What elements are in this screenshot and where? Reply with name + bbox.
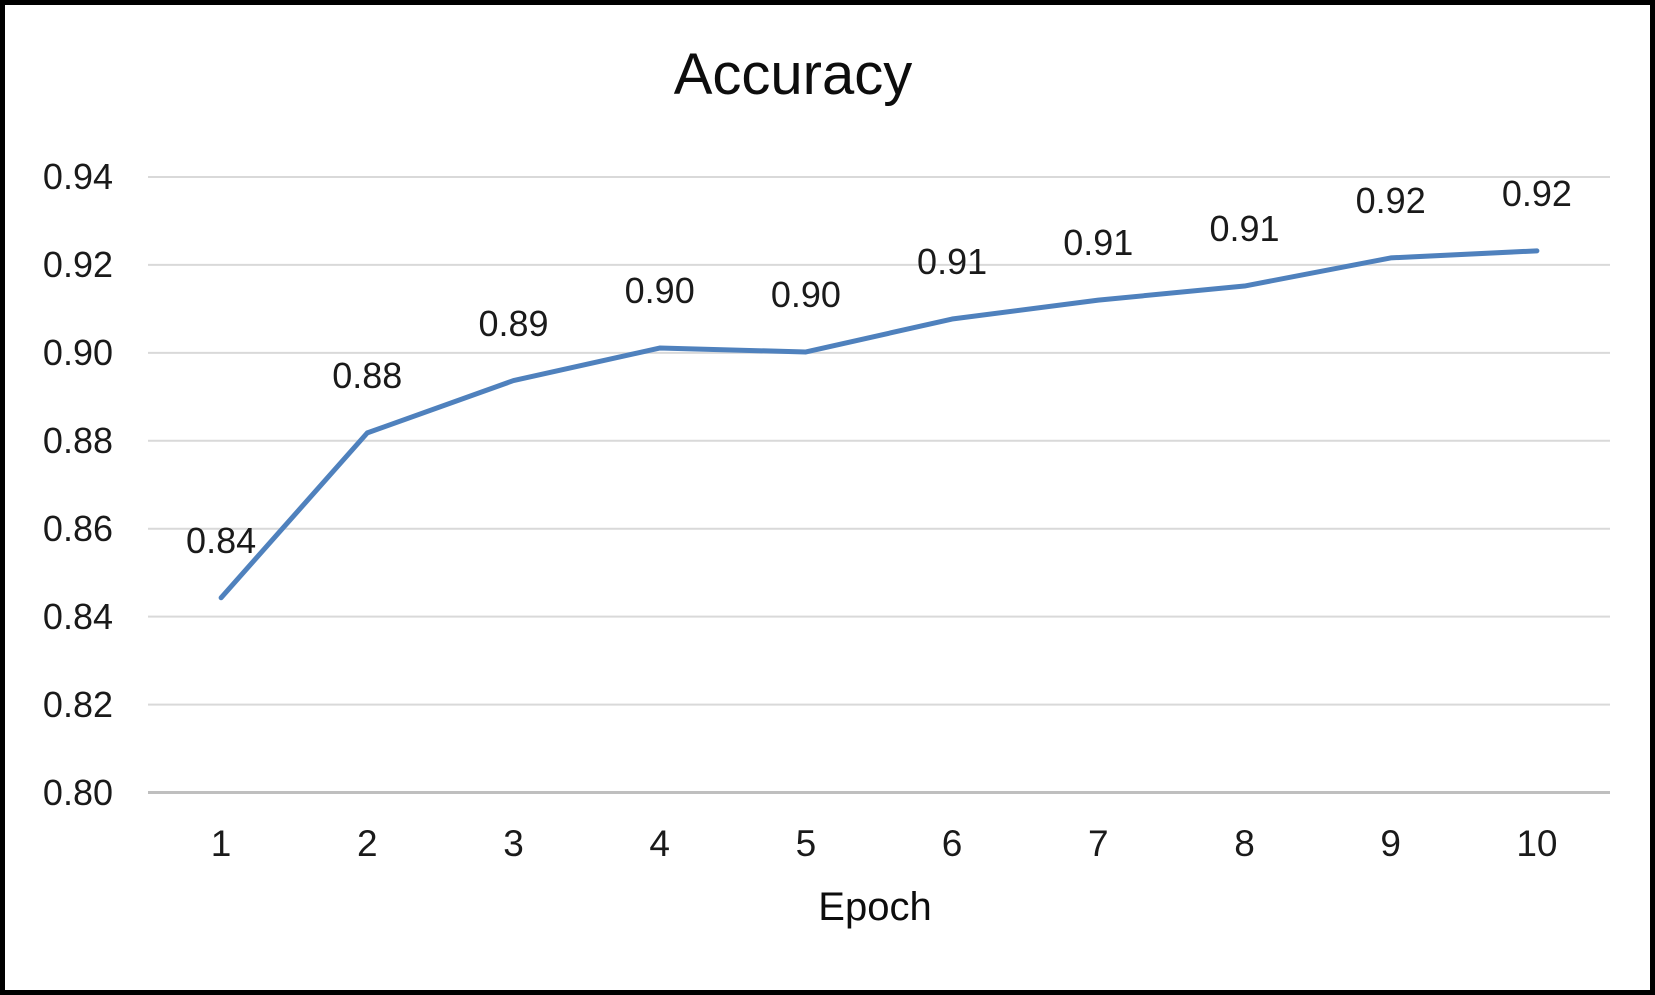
line-chart-canvas <box>148 176 1610 794</box>
accuracy-series-line <box>218 248 1540 601</box>
